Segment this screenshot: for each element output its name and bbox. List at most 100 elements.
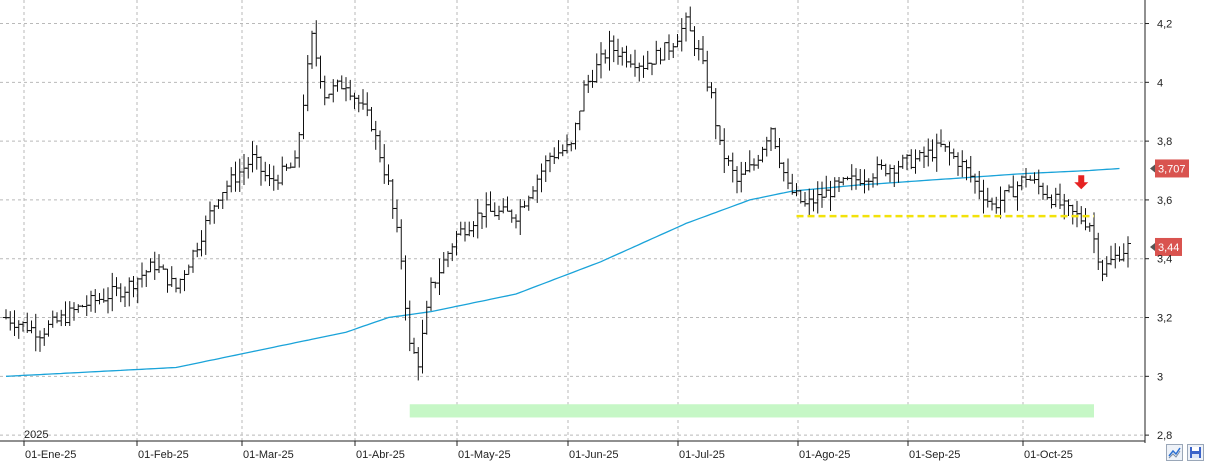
ohlc-bar-240 [1023,167,1029,188]
trend-button[interactable] [1166,444,1183,461]
ohlc-bar-165 [704,50,711,92]
ohlc-bar-216 [921,146,927,169]
y-tick-label-7: 2,8 [1157,430,1172,442]
ohlc-bar-221 [942,143,949,152]
ohlc-bar-193 [823,175,830,198]
ohlc-bar-231 [984,187,991,208]
ohlc-bar-122 [521,200,528,208]
ohlc-bar-150 [640,55,647,78]
ohlc-bar-158 [674,33,681,48]
axes-layer: 4,2 4 3,8 3,6 3,4 3,2 3 2,8 01-Ene-25 01-Feb-25 01… [0,0,1172,461]
ohlc-bar-218 [929,139,936,162]
ohlc-bar-66 [283,163,290,171]
x-tick-label-5: 01-Jun-25 [569,449,619,461]
ma-value-label-pointer [1150,164,1155,173]
ohlc-bar-164 [700,35,706,65]
ma-value-label-box [1155,159,1189,178]
ohlc-bar-222 [946,141,953,166]
ohlc-bar-1 [7,311,14,331]
ohlc-bar-146 [623,45,630,68]
y-tick-label-0: 4,2 [1157,19,1172,31]
ohlc-bar-8 [37,330,43,352]
x-tick-label-3: 01-Abr-25 [356,449,405,461]
ohlc-bar-192 [819,181,825,208]
ohlc-bar-172 [734,166,740,194]
ohlc-bar-117 [500,198,507,214]
y-tick-label-1: 4 [1157,77,1163,89]
ohlc-bar-24 [105,287,111,314]
ohlc-bar-53 [228,167,235,193]
ohlc-bar-148 [632,49,638,77]
ohlc-bar-155 [661,42,668,61]
ohlc-bar-236 [1006,184,1012,193]
ohlc-bar-246 [1048,194,1055,209]
ohlc-bar-223 [950,148,957,159]
ohlc-bar-205 [874,156,881,186]
ohlc-bar-31 [134,277,141,304]
ohlc-bar-10 [45,320,52,337]
ohlc-bar-152 [649,62,655,76]
ohlc-bar-235 [1001,190,1008,213]
ohlc-bar-251 [1069,204,1076,225]
ohlc-bar-233 [993,196,1000,214]
ohlc-bar-200 [853,168,859,190]
ohlc-bar-22 [96,292,103,305]
x-tick-label-0: 01-Ene-25 [25,449,76,461]
ohlc-bar-230 [980,179,987,214]
ohlc-bar-217 [925,138,932,167]
overlay-layer: 3,707 3,44 [796,159,1189,256]
ohlc-bar-211 [899,154,906,169]
ohlc-bar-263 [1120,243,1127,262]
ohlc-bar-64 [275,174,281,190]
ohlc-bar-163 [695,39,702,61]
ohlc-bar-140 [598,42,604,79]
ohlc-bar-147 [627,54,634,68]
ohlc-bar-166 [708,82,715,99]
ohlc-bar-89 [381,144,388,184]
ohlc-bar-137 [585,74,592,93]
sell-signal-arrow [1074,175,1089,190]
ohlc-bar-132 [564,134,570,154]
ohlc-bar-128 [547,152,553,173]
ohlc-bar-206 [878,159,885,170]
ohlc-bar-264 [1125,236,1131,268]
ohlc-bar-85 [364,92,371,117]
x-tick-label-4: 01-May-25 [458,449,511,461]
ohlc-bar-81 [347,79,354,101]
ohlc-bar-196 [836,176,842,192]
ohlc-bar-215 [916,150,923,162]
ohlc-bar-73 [313,20,320,67]
ohlc-bar-227 [967,155,974,183]
x-tick-label-1: 01-Feb-25 [138,449,189,461]
ohlc-bar-113 [483,192,490,228]
ohlc-bar-49 [211,204,218,224]
ohlc-bar-138 [589,69,596,88]
ohlc-bar-97 [415,347,422,381]
ohlc-bar-15 [66,301,73,326]
ohlc-bar-121 [517,199,524,235]
grid-lines [0,0,1145,441]
ohlc-bar-173 [738,161,745,193]
ohlc-bar-247 [1052,187,1059,208]
ohlc-bar-194 [827,180,834,211]
ohlc-bar-156 [666,34,672,61]
ohlc-bar-260 [1108,245,1114,266]
save-button[interactable] [1187,444,1204,461]
x-tick-label-8: 01-Sep-25 [909,449,960,461]
x-tick-label-2: 01-Mar-25 [243,449,294,461]
ohlc-bar-112 [479,212,485,229]
ohlc-bar-58 [249,141,256,173]
ohlc-bar-93 [398,219,405,270]
ohlc-bar-91 [389,179,396,219]
ohlc-bar-168 [717,125,723,146]
ohlc-bars-layer [3,6,1131,381]
ohlc-bar-134 [572,122,579,150]
ohlc-bar-83 [355,94,362,113]
x-tick-label-9: 01-Oct-25 [1024,449,1073,461]
ohlc-bar-145 [619,47,626,66]
ohlc-bar-257 [1095,232,1102,270]
ohlc-bar-68 [292,150,298,168]
ohlc-bar-74 [317,55,324,89]
ohlc-bar-219 [933,133,940,172]
ohlc-bar-63 [270,165,277,191]
